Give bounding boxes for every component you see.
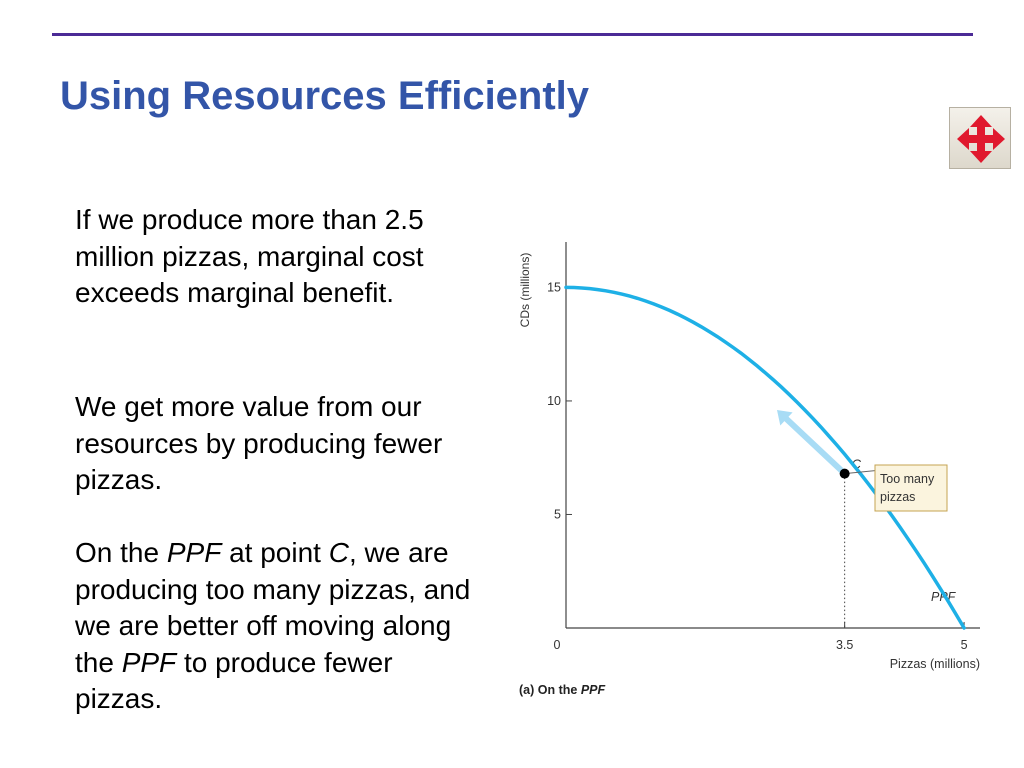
p3-seg-ppf: PPF [166, 537, 222, 568]
p3-seg-5: , we are producing too many pizzas, and … [75, 537, 471, 678]
point-c-label: C [852, 457, 862, 472]
top-rule [52, 33, 973, 36]
paragraph-3-text: On the PPF at point C, we are producing … [75, 535, 485, 718]
direction-arrow-head [777, 410, 793, 426]
p3-seg-3: at point [221, 537, 329, 568]
ppf-chart: CDs (millions) Pizzas (millions) (a) On … [518, 242, 980, 697]
callout-text-line-2: pizzas [880, 490, 915, 504]
paragraph-2-text: We get more value from our resources by … [75, 391, 443, 495]
point-c-marker [839, 468, 850, 479]
x-tick-label: 5 [961, 638, 968, 652]
slide-title: Using Resources Efficiently [60, 74, 590, 118]
p3-seg-1: On the [75, 537, 167, 568]
callout-text-line-1: Too many [880, 472, 935, 486]
x-tick-label: 0 [554, 638, 561, 652]
x-tick-label: 3.5 [836, 638, 853, 652]
y-axis-label: CDs (millions) [518, 253, 532, 328]
paragraph-marginal-cost: If we produce more than 2.5 million pizz… [75, 202, 485, 312]
p3-seg-ppf-2: PPF [121, 646, 177, 678]
chart-caption-prefix: (a) On the [519, 683, 581, 697]
p3-seg-7: to produce fewer pizzas. [75, 646, 393, 715]
move-button[interactable] [949, 107, 1011, 169]
y-tick-label: 15 [547, 280, 561, 294]
paragraph-ppf-point-c: On the PPF at point C, we are producing … [75, 535, 485, 718]
p3-seg-c: C [328, 537, 349, 568]
chart-caption-emph: PPF [581, 683, 606, 697]
callout-box [874, 464, 948, 512]
paragraph-more-value: We get more value from our resources by … [75, 389, 485, 499]
y-tick-label: 10 [547, 394, 561, 408]
ppf-curve [564, 285, 966, 630]
chart-caption: (a) On the PPF [519, 683, 605, 697]
paragraph-1-text: If we produce more than 2.5 million pizz… [75, 204, 424, 308]
callout-leader-line [844, 470, 876, 475]
move-arrows-icon [957, 115, 1005, 163]
x-axis-label: Pizzas (millions) [890, 657, 980, 671]
y-tick-label: 5 [554, 507, 561, 521]
direction-arrow-shaft [783, 415, 848, 477]
